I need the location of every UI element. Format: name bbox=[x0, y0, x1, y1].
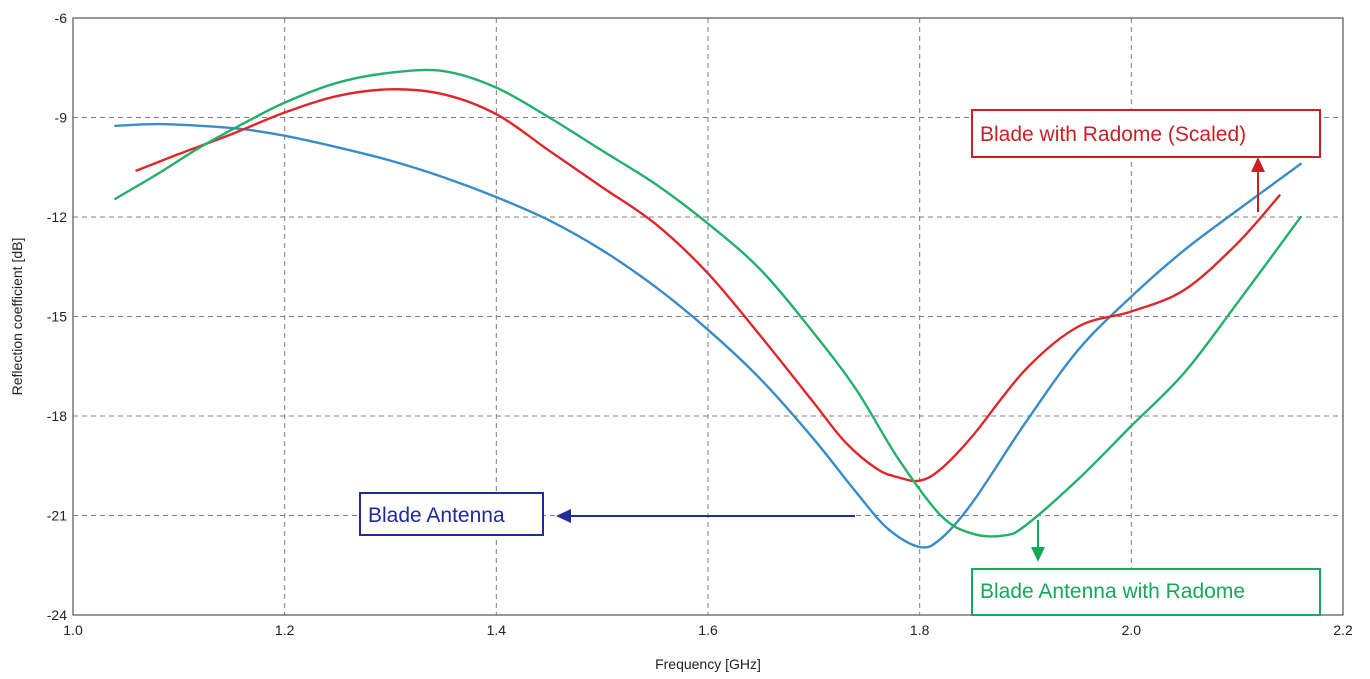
x-tick-label: 1.4 bbox=[487, 622, 507, 638]
y-tick-label: -15 bbox=[47, 309, 67, 325]
y-tick-label: -9 bbox=[55, 110, 68, 126]
y-tick-label: -21 bbox=[47, 508, 67, 524]
y-axis: -24 -21 -18 -15 -12 -9 -6 bbox=[47, 10, 67, 623]
y-tick-label: -18 bbox=[47, 408, 67, 424]
annotation-blade-with-radome: Blade Antenna with Radome bbox=[972, 520, 1320, 615]
x-tick-label: 1.8 bbox=[910, 622, 930, 638]
y-tick-label: -12 bbox=[47, 209, 67, 225]
annotation-blade-antenna: Blade Antenna bbox=[360, 493, 855, 535]
arrowhead-icon bbox=[1251, 157, 1265, 172]
x-tick-label: 2.0 bbox=[1122, 622, 1142, 638]
y-axis-label: Reflection coefficient [dB] bbox=[9, 238, 25, 396]
x-tick-label: 1.2 bbox=[275, 622, 295, 638]
y-tick-label: -24 bbox=[47, 607, 67, 623]
grid bbox=[73, 18, 1343, 615]
x-tick-label: 1.6 bbox=[698, 622, 718, 638]
x-tick-label: 2.2 bbox=[1333, 622, 1353, 638]
annotation-text: Blade with Radome (Scaled) bbox=[980, 123, 1246, 146]
arrowhead-icon bbox=[1031, 547, 1045, 562]
x-tick-label: 1.0 bbox=[63, 622, 83, 638]
x-axis: 1.0 1.2 1.4 1.6 1.8 2.0 2.2 bbox=[63, 622, 1353, 638]
y-tick-label: -6 bbox=[55, 10, 68, 26]
annotation-text: Blade Antenna bbox=[368, 504, 505, 527]
annotation-radome-scaled: Blade with Radome (Scaled) bbox=[972, 110, 1320, 212]
x-axis-label: Frequency [GHz] bbox=[655, 656, 761, 672]
arrowhead-icon bbox=[556, 509, 571, 523]
annotation-text: Blade Antenna with Radome bbox=[980, 580, 1245, 603]
